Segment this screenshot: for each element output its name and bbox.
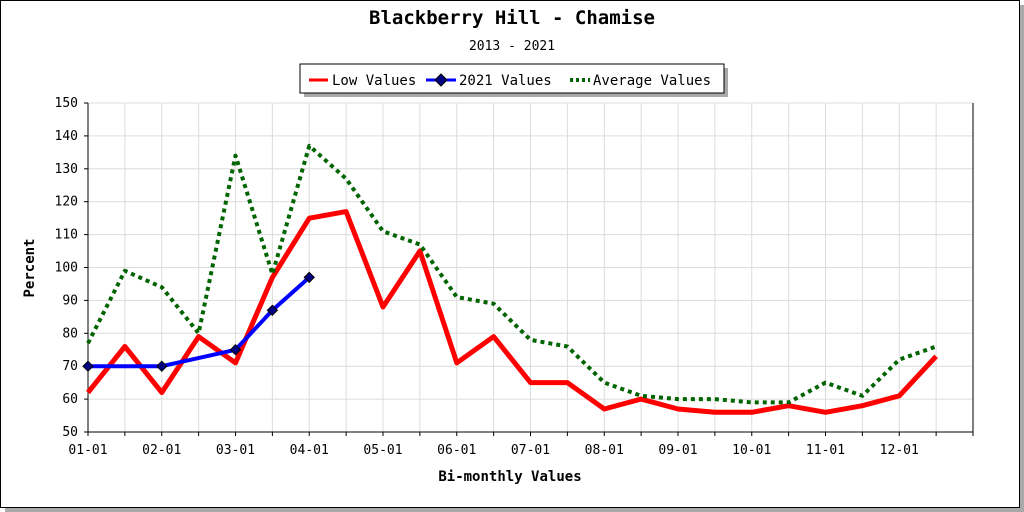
x-tick-label: 10-01 xyxy=(732,443,771,458)
y-tick-label: 120 xyxy=(55,195,78,210)
legend-label-2021: 2021 Values xyxy=(459,73,552,89)
chart-title: Blackberry Hill - Chamise xyxy=(369,7,655,29)
data-point-2021 xyxy=(156,360,168,372)
x-tick-label: 05-01 xyxy=(363,443,402,458)
x-axis-ticks: 01-01 02-01 03-01 04-01 05-01 06-01 07-01 08-01… xyxy=(68,432,974,458)
x-tick-label: 09-01 xyxy=(658,443,697,458)
x-tick-label: 11-01 xyxy=(806,443,845,458)
y-tick-label: 50 xyxy=(62,425,78,440)
series-line-low-values xyxy=(86,209,938,415)
x-axis-label: Bi-monthly Values xyxy=(438,469,581,485)
legend: Low Values 2021 Values Average Values xyxy=(299,63,728,97)
y-tick-label: 70 xyxy=(62,359,78,374)
y-tick-label: 110 xyxy=(55,228,78,243)
x-tick-label: 07-01 xyxy=(511,443,550,458)
y-tick-label: 80 xyxy=(62,326,78,341)
y-tick-label: 90 xyxy=(62,293,78,308)
data-point-2021 xyxy=(303,271,315,284)
y-tick-label: 100 xyxy=(55,261,78,276)
series-lines xyxy=(82,143,938,415)
y-tick-label: 130 xyxy=(55,162,78,177)
grid xyxy=(87,102,974,433)
chart-subtitle: 2013 - 2021 xyxy=(469,39,555,54)
x-tick-label: 04-01 xyxy=(290,443,329,458)
legend-label-average: Average Values xyxy=(593,73,711,89)
x-tick-label: 01-01 xyxy=(68,443,107,458)
y-axis-ticks: 50 60 70 80 90 100 110 120 130 140 150 xyxy=(55,96,88,440)
data-point-2021 xyxy=(229,344,242,356)
y-tick-label: 150 xyxy=(55,96,78,111)
y-axis-label: Percent xyxy=(22,238,38,297)
data-point-2021 xyxy=(266,304,279,316)
y-tick-label: 140 xyxy=(55,129,78,144)
legend-box xyxy=(299,63,725,94)
legend-label-low: Low Values xyxy=(332,73,416,89)
x-tick-label: 06-01 xyxy=(437,443,476,458)
x-tick-label: 08-01 xyxy=(585,443,624,458)
x-tick-label: 02-01 xyxy=(142,443,181,458)
data-point-2021 xyxy=(82,360,94,372)
legend-marker-2021 xyxy=(434,73,448,87)
x-tick-label: 03-01 xyxy=(216,443,255,458)
x-tick-label: 12-01 xyxy=(880,443,919,458)
series-line-average-values xyxy=(86,143,937,405)
y-tick-label: 60 xyxy=(62,392,78,407)
